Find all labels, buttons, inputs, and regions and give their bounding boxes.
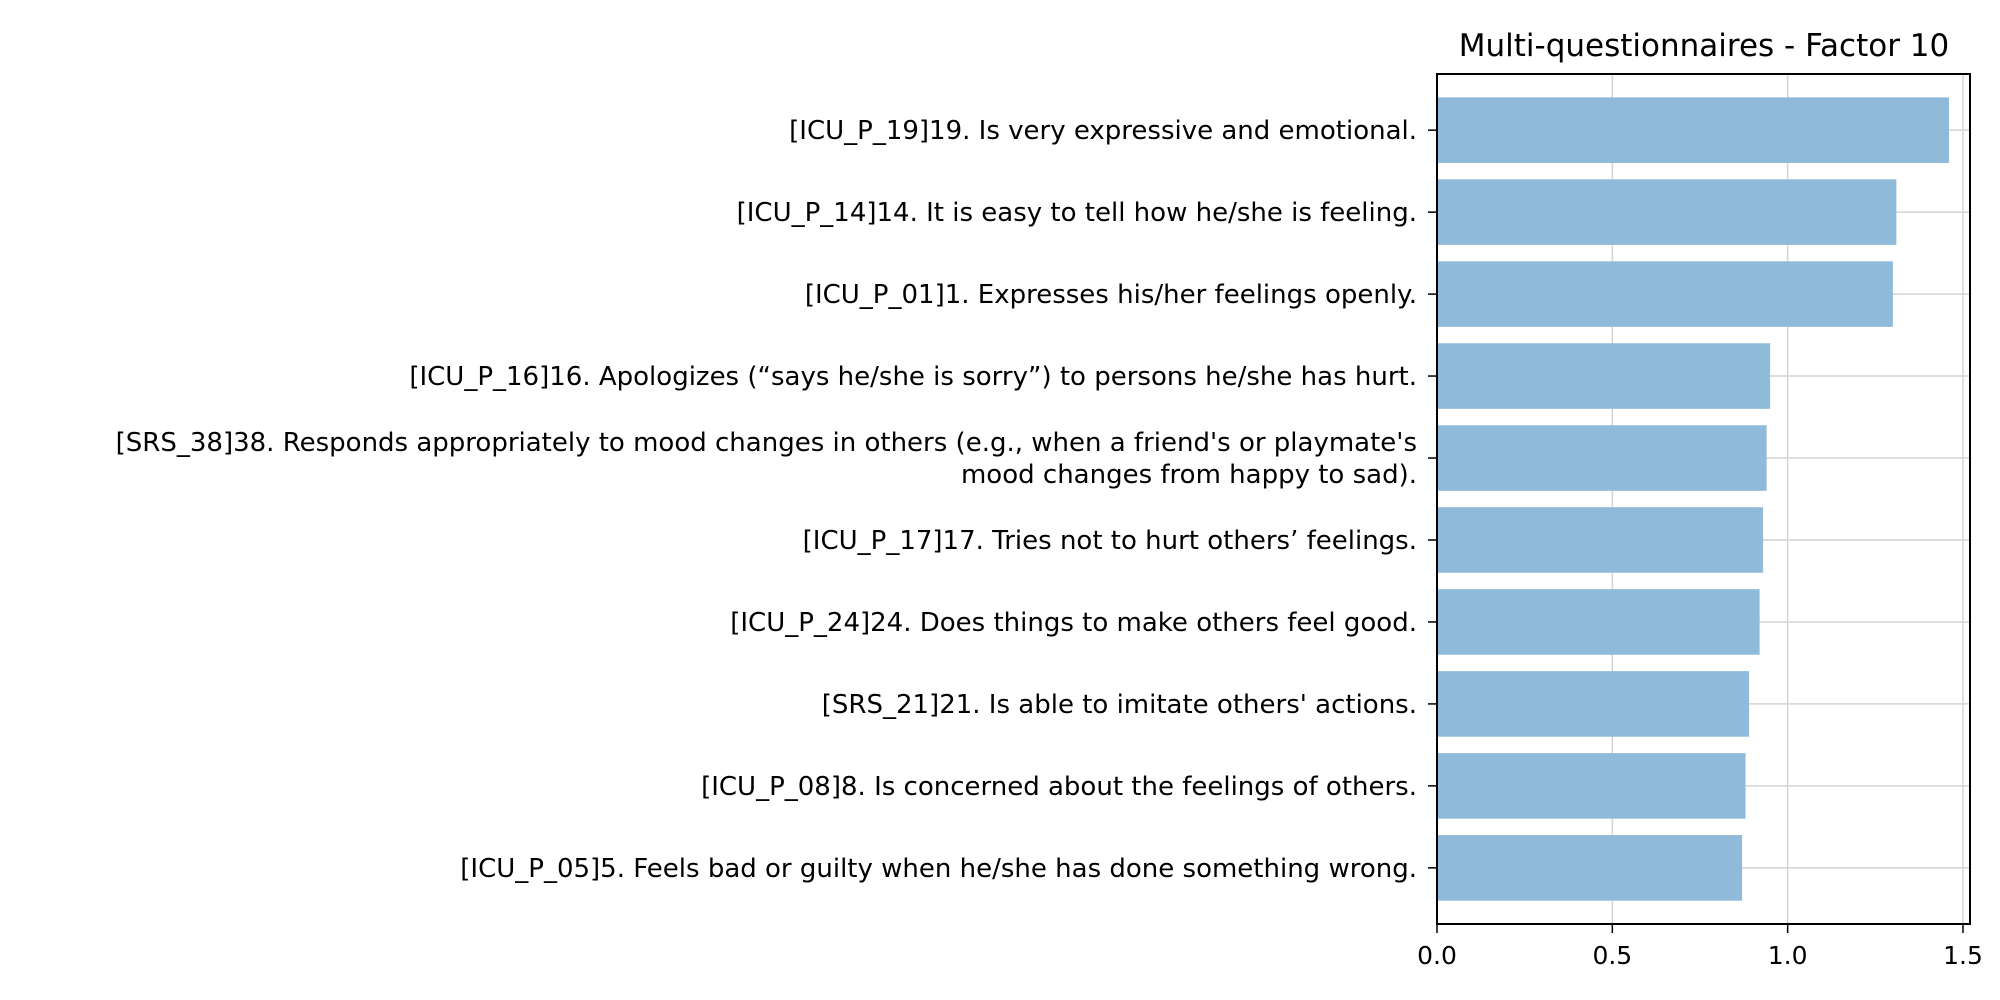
bar [1437, 343, 1771, 409]
category-label: [ICU_P_14]14. It is easy to tell how he/… [737, 198, 1417, 228]
bar [1437, 753, 1746, 819]
bars [1437, 97, 1949, 901]
category-label: [SRS_38]38. Responds appropriately to mo… [116, 428, 1417, 458]
category-label: [ICU_P_01]1. Expresses his/her feelings … [805, 280, 1417, 310]
x-tick-label: 0.0 [1417, 941, 1457, 970]
category-labels: [ICU_P_19]19. Is very expressive and emo… [116, 116, 1437, 884]
category-label: [ICU_P_05]5. Feels bad or guilty when he… [460, 854, 1417, 884]
bar [1437, 261, 1893, 327]
bar [1437, 425, 1767, 491]
chart-title: Multi-questionnaires - Factor 10 [1459, 28, 1950, 64]
bar [1437, 835, 1743, 901]
bar [1437, 179, 1897, 245]
category-label: [ICU_P_08]8. Is concerned about the feel… [701, 772, 1417, 802]
category-label: [ICU_P_17]17. Tries not to hurt others’ … [803, 526, 1417, 556]
category-label: [ICU_P_19]19. Is very expressive and emo… [789, 116, 1417, 146]
category-label: mood changes from happy to sad). [961, 460, 1417, 490]
x-tick-label: 0.5 [1592, 941, 1632, 970]
category-label: [SRS_21]21. Is able to imitate others' a… [822, 690, 1417, 720]
x-tick-label: 1.0 [1768, 941, 1808, 970]
plot-frame [1436, 73, 1971, 925]
bar [1437, 589, 1760, 655]
x-tick-label: 1.5 [1943, 941, 1983, 970]
category-label: [ICU_P_24]24. Does things to make others… [730, 608, 1417, 638]
bar [1437, 507, 1764, 573]
category-label: [ICU_P_16]16. Apologizes (“says he/she i… [409, 362, 1417, 392]
bar [1437, 671, 1750, 737]
bar [1437, 97, 1949, 163]
x-axis-ticks: 0.0 0.5 1.0 1.5 [1417, 924, 1983, 970]
